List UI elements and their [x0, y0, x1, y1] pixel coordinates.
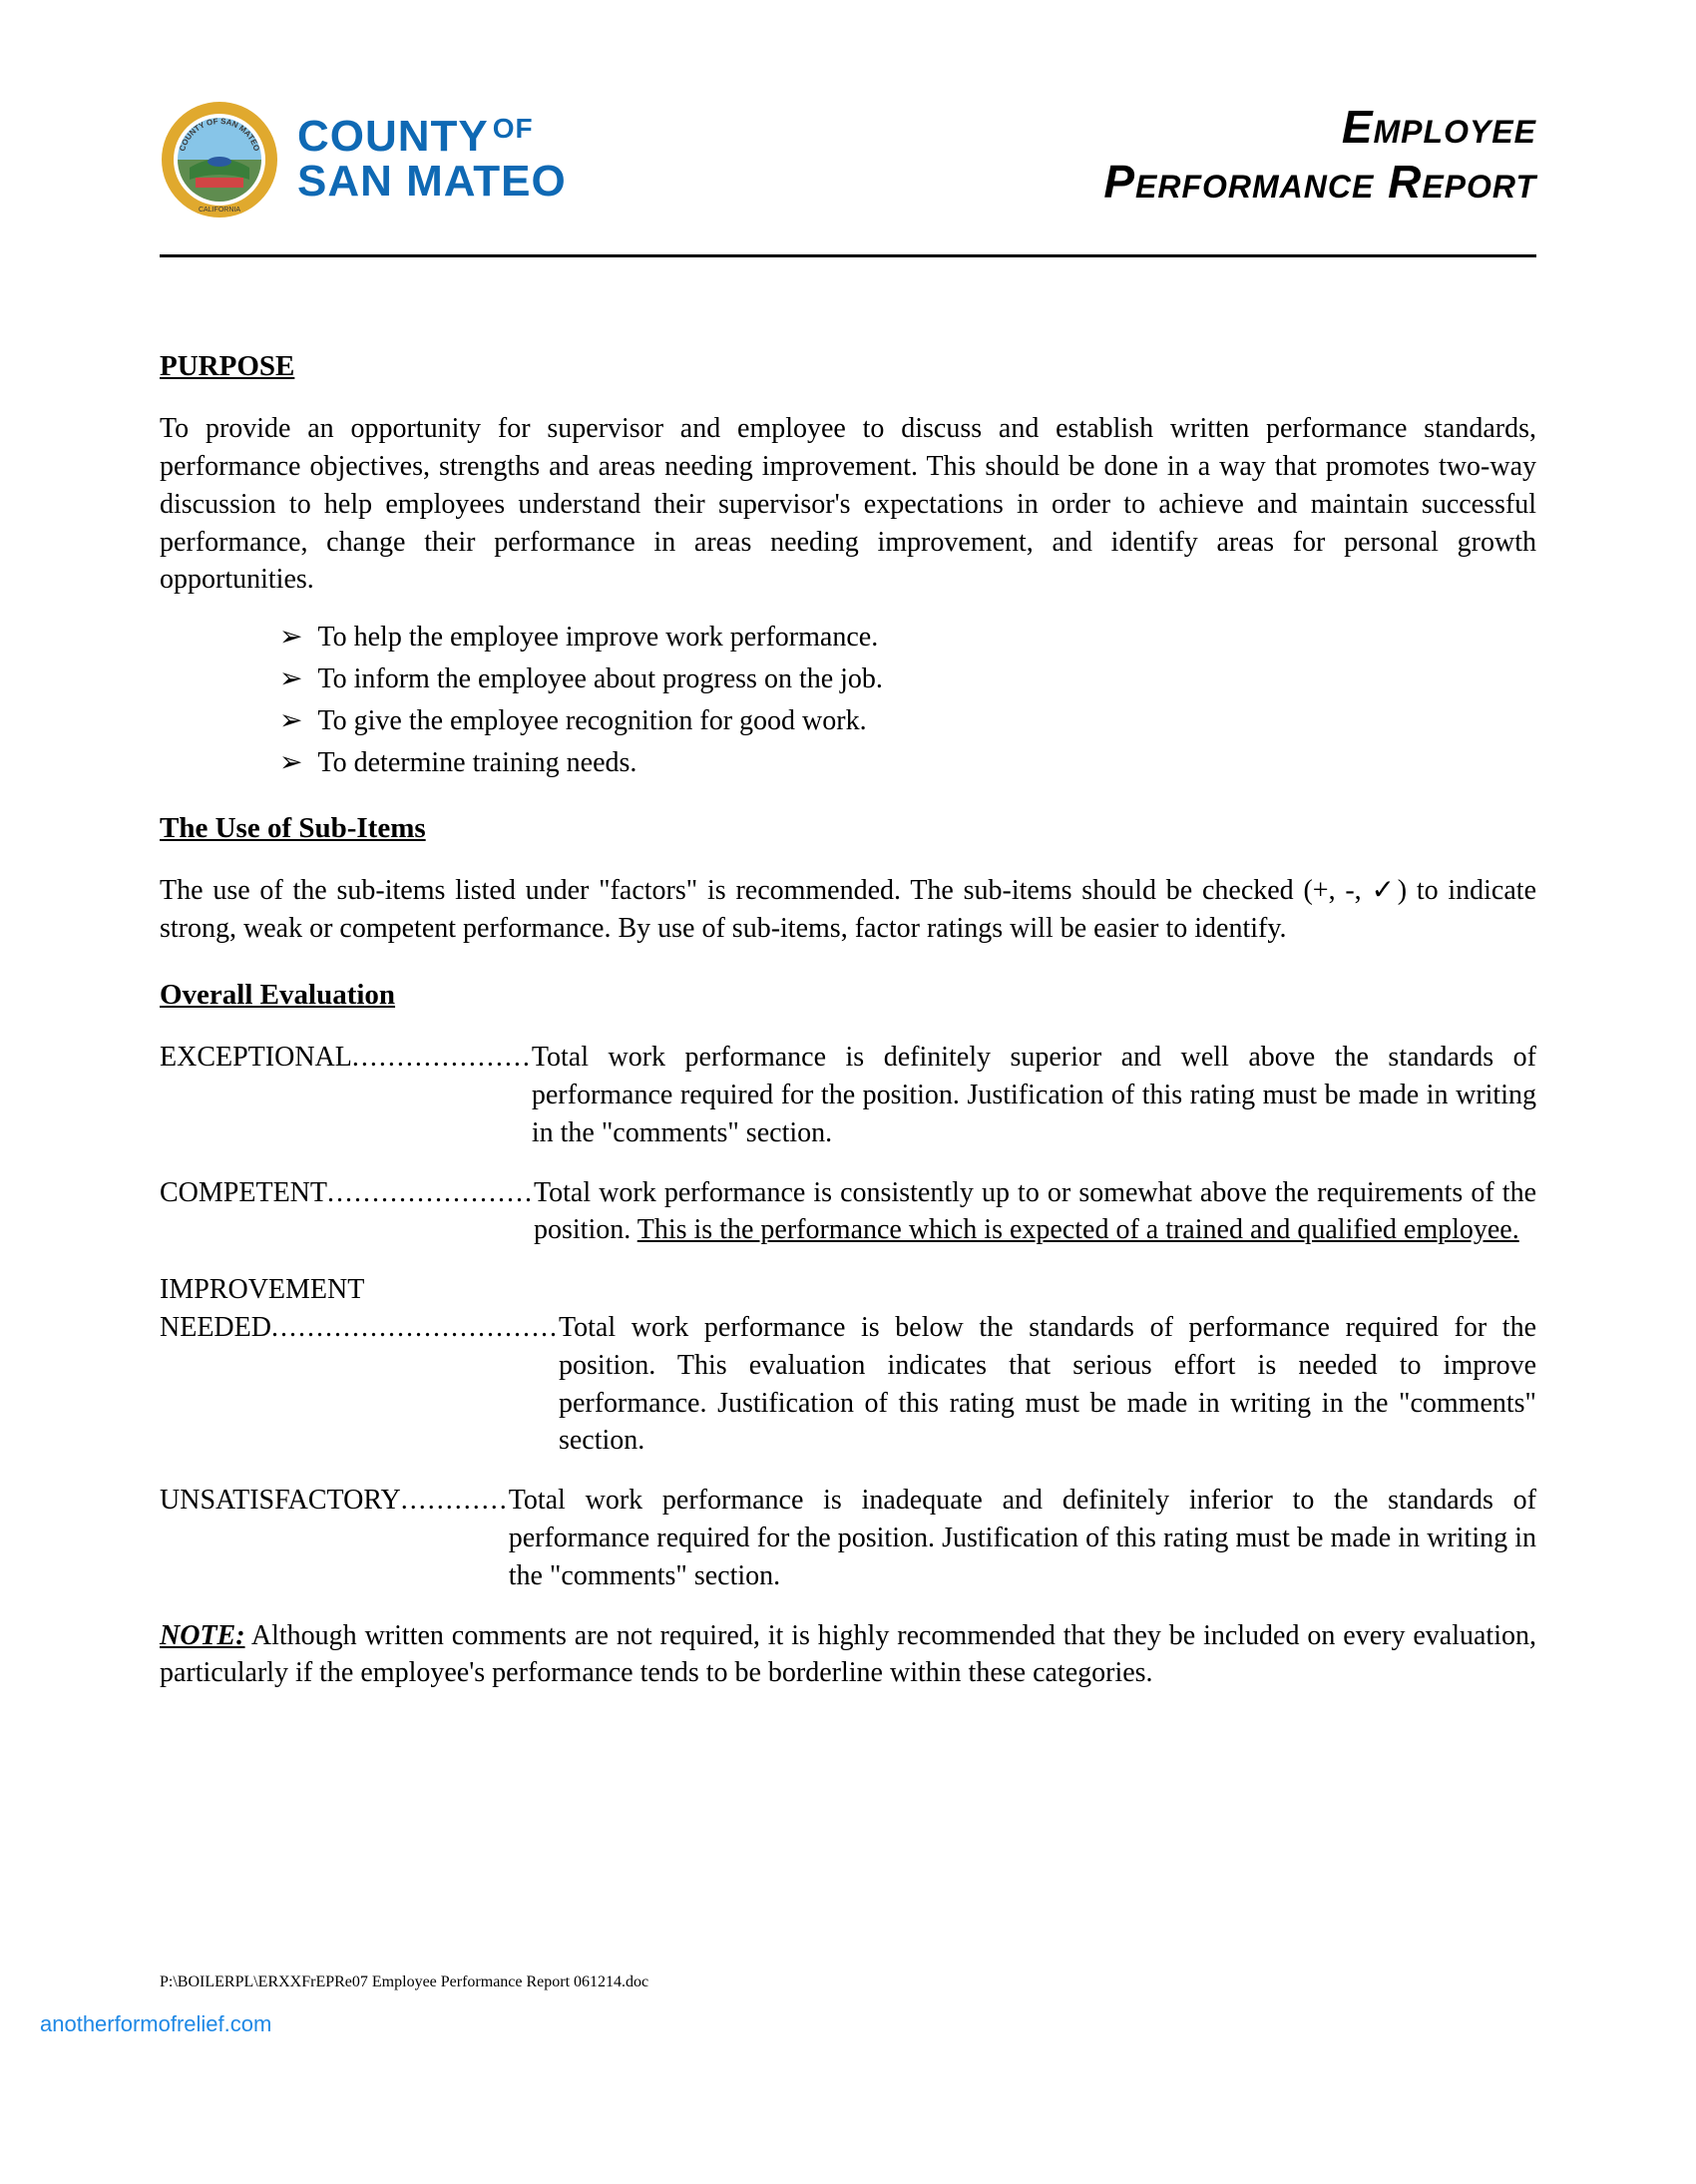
evaluation-heading: Overall Evaluation	[160, 976, 1536, 1015]
bullet-item: To determine training needs.	[279, 744, 1536, 782]
county-line2: SAN MATEO	[297, 159, 567, 205]
eval-label-text: UNSATISFACTORY	[160, 1485, 401, 1516]
subitems-heading: The Use of Sub-Items	[160, 809, 1536, 848]
bullet-item: To help the employee improve work perfor…	[279, 619, 1536, 656]
leader-dots: ................................	[271, 1312, 559, 1343]
eval-row-competent: COMPETENT....................... Total w…	[160, 1174, 1536, 1250]
county-of: OF	[493, 113, 534, 144]
svg-text:CALIFORNIA: CALIFORNIA	[199, 207, 240, 214]
title-block: Employee Performance Report	[1103, 100, 1536, 210]
county-name: COUNTYOF SAN MATEO	[297, 115, 567, 205]
note-paragraph: NOTE: Although written comments are not …	[160, 1617, 1536, 1693]
eval-label: COMPETENT.......................	[160, 1174, 534, 1212]
document-header: COUNTY OF SAN MATEO CALIFORNIA COUNTYOF …	[160, 100, 1536, 257]
eval-label: UNSATISFACTORY............	[160, 1482, 509, 1520]
document-body: PURPOSE To provide an opportunity for su…	[160, 347, 1536, 1993]
purpose-paragraph: To provide an opportunity for supervisor…	[160, 410, 1536, 599]
eval-desc: Total work performance is definitely sup…	[532, 1039, 1536, 1151]
note-text: Although written comments are not requir…	[160, 1620, 1536, 1689]
eval-label-text: NEEDED	[160, 1312, 271, 1343]
eval-desc: Total work performance is inadequate and…	[509, 1482, 1536, 1594]
title-line1: Employee	[1103, 100, 1536, 155]
eval-desc-text: Total work performance is below the stan…	[559, 1312, 1536, 1456]
eval-label-line1: IMPROVEMENT	[160, 1271, 1536, 1309]
eval-desc: Total work performance is below the stan…	[559, 1309, 1536, 1460]
eval-row-exceptional: EXCEPTIONAL.................... Total wo…	[160, 1039, 1536, 1151]
eval-desc-underlined: This is the performance which is expecte…	[637, 1214, 1519, 1245]
eval-label-text: EXCEPTIONAL	[160, 1042, 352, 1073]
source-attribution: anotherformofrelief.com	[40, 2011, 1536, 2037]
note-label: NOTE:	[160, 1620, 245, 1651]
eval-desc: Total work performance is consistently u…	[534, 1174, 1536, 1250]
bullet-item: To inform the employee about progress on…	[279, 660, 1536, 698]
purpose-bullets: To help the employee improve work perfor…	[279, 619, 1536, 781]
footer-path: P:\BOILERPL\ERXXFrEPRe07 Employee Perfor…	[160, 1971, 1536, 1993]
county-word: COUNTY	[297, 112, 489, 161]
eval-label: EXCEPTIONAL....................	[160, 1039, 532, 1077]
eval-label: NEEDED................................	[160, 1309, 559, 1460]
purpose-heading: PURPOSE	[160, 347, 1536, 386]
logo-block: COUNTY OF SAN MATEO CALIFORNIA COUNTYOF …	[160, 100, 567, 219]
eval-row-unsatisfactory: UNSATISFACTORY............ Total work pe…	[160, 1482, 1536, 1594]
county-line1: COUNTYOF	[297, 115, 567, 159]
leader-dots: ............	[401, 1485, 509, 1516]
leader-dots: ....................	[352, 1042, 532, 1073]
bullet-item: To give the employee recognition for goo…	[279, 702, 1536, 740]
eval-desc-text: Total work performance is inadequate and…	[509, 1485, 1536, 1591]
leader-dots: .......................	[327, 1177, 534, 1208]
eval-desc-text: Total work performance is definitely sup…	[532, 1042, 1536, 1148]
title-line2: Performance Report	[1103, 155, 1536, 210]
eval-label-text: COMPETENT	[160, 1177, 327, 1208]
subitems-paragraph: The use of the sub-items listed under "f…	[160, 872, 1536, 948]
county-seal-icon: COUNTY OF SAN MATEO CALIFORNIA	[160, 100, 279, 219]
eval-row-improvement: IMPROVEMENT NEEDED......................…	[160, 1271, 1536, 1460]
